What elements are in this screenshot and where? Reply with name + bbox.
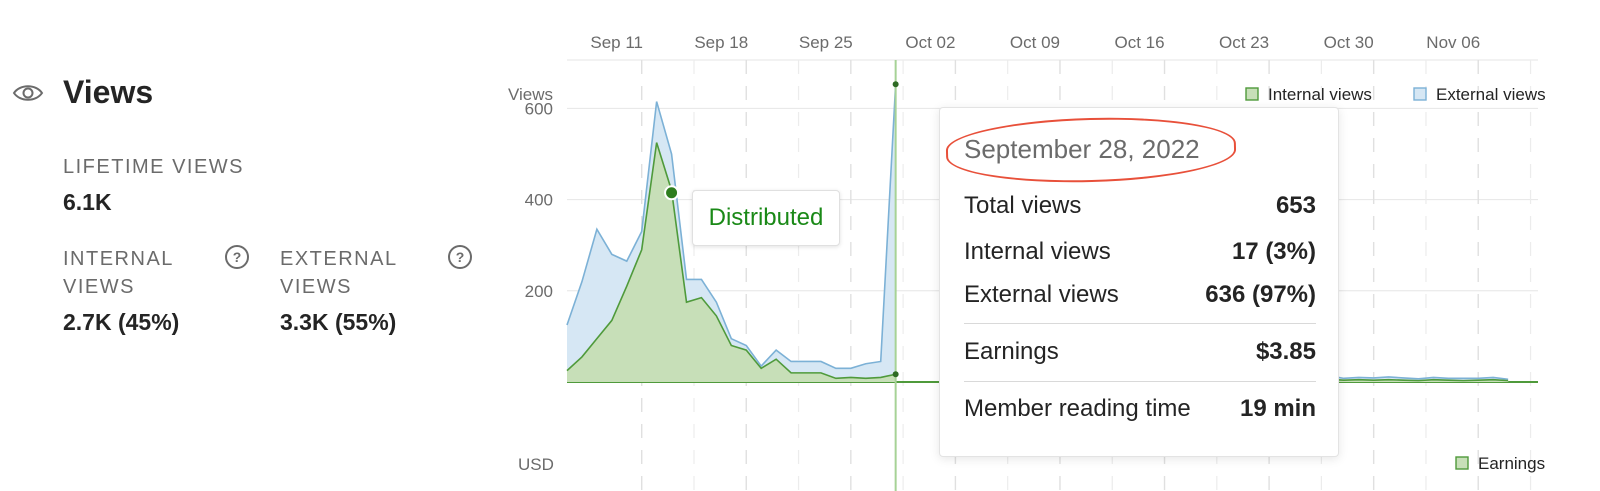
- external-views-value: 3.3K (55%): [280, 309, 397, 335]
- lifetime-views-value: 6.1K: [63, 189, 112, 215]
- tooltip-divider: [964, 323, 1316, 324]
- legend-external-views-label: External views: [1436, 85, 1546, 104]
- tooltip-row-external-views: External views 636 (97%): [964, 281, 1316, 315]
- hover-point-total: [892, 81, 899, 88]
- legend-earnings-label: Earnings: [1478, 454, 1545, 473]
- tooltip-row-value: 19 min: [1239, 395, 1316, 422]
- x-tick-label: Oct 30: [1324, 33, 1374, 52]
- tooltip-row-value: 17 (3%): [1231, 238, 1316, 265]
- external-views-late-line: [1328, 374, 1509, 381]
- x-tick-label: Nov 06: [1426, 33, 1480, 52]
- external-views-line: [566, 84, 897, 370]
- external-views-label-line2: VIEWS: [280, 276, 352, 298]
- x-tick-label: Oct 23: [1219, 33, 1269, 52]
- tooltip-row-value: 636 (97%): [1205, 281, 1316, 308]
- tooltip-row-label: Earnings: [964, 338, 1059, 365]
- y-tick-label: 400: [525, 191, 553, 210]
- internal-views-label-line2: VIEWS: [63, 276, 135, 298]
- x-tick-label: Sep 25: [799, 33, 853, 52]
- internal-views-value: 2.7K (45%): [63, 309, 180, 335]
- tooltip-date: September 28, 2022: [964, 134, 1200, 164]
- internal-views-label-line1: INTERNAL: [63, 248, 174, 270]
- tooltip-row-value: 653: [1275, 192, 1316, 219]
- external-views-label: EXTERNAL VIEWS: [280, 245, 398, 301]
- date-tooltip: September 28, 2022 Total views 653 Inter…: [939, 107, 1339, 457]
- y-axis-label: Views: [508, 85, 553, 104]
- eye-icon: [12, 85, 44, 101]
- chart-legend: Internal views External views Earnings: [1245, 85, 1546, 473]
- tooltip-row-member-reading-time: Member reading time 19 min: [964, 395, 1316, 429]
- hover-point-internal: [892, 371, 899, 378]
- chart-series: [566, 84, 1509, 383]
- x-tick-label: Oct 02: [905, 33, 955, 52]
- distributed-marker: [664, 185, 680, 201]
- tooltip-row-earnings: Earnings $3.85: [964, 338, 1316, 372]
- legend-earnings-swatch: [1455, 456, 1469, 470]
- legend-internal-views-swatch: [1245, 87, 1259, 101]
- y-axis-label-usd: USD: [518, 455, 554, 474]
- tooltip-row-internal-views: Internal views 17 (3%): [964, 238, 1316, 272]
- views-summary-panel: Views LIFETIME VIEWS 6.1K INTERNAL VIEWS…: [0, 0, 520, 491]
- tooltip-row-label: Member reading time: [964, 395, 1191, 422]
- y-axis-ticks: 200 400 600: [525, 99, 553, 300]
- legend-internal-views-label: Internal views: [1268, 85, 1372, 104]
- tooltip-row-value: $3.85: [1255, 338, 1316, 365]
- internal-views-label: INTERNAL VIEWS: [63, 245, 174, 301]
- tooltip-row-total-views: Total views 653: [964, 192, 1316, 226]
- external-views-help-icon[interactable]: ?: [448, 245, 472, 269]
- tooltip-row-label: External views: [964, 281, 1119, 308]
- legend-external-views-swatch: [1413, 87, 1427, 101]
- distributed-annotation: Distributed: [692, 190, 840, 246]
- tooltip-row-label: Internal views: [964, 238, 1111, 265]
- internal-views-area: [567, 142, 896, 382]
- chart-markers: [664, 60, 899, 491]
- internal-views-line: [566, 142, 896, 380]
- tooltip-divider: [964, 381, 1316, 382]
- x-tick-label: Oct 16: [1114, 33, 1164, 52]
- x-tick-label: Sep 18: [694, 33, 748, 52]
- external-views-label-line1: EXTERNAL: [280, 248, 398, 270]
- x-tick-label: Sep 11: [590, 33, 643, 52]
- y-tick-label: 600: [525, 99, 553, 118]
- y-tick-label: 200: [525, 282, 553, 301]
- x-axis-ticks: Sep 11 Sep 18 Sep 25 Oct 02 Oct 09 Oct 16 Oct …: [590, 33, 1480, 52]
- x-tick-label: Oct 09: [1010, 33, 1060, 52]
- lifetime-views-label: LIFETIME VIEWS: [63, 156, 245, 178]
- tooltip-row-label: Total views: [964, 192, 1082, 219]
- internal-views-help-icon[interactable]: ?: [225, 245, 249, 269]
- internal-views-late-line: [1328, 378, 1509, 382]
- views-title: Views: [63, 74, 154, 110]
